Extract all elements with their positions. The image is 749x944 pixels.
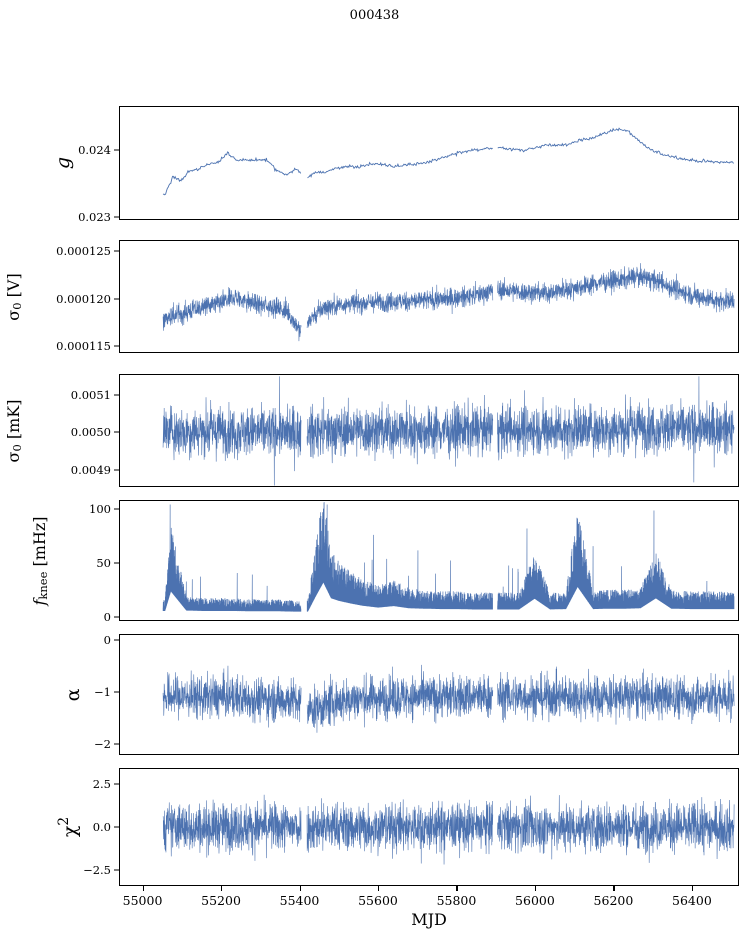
trace-sigma0-mk <box>162 376 735 486</box>
x-tick-label-7: 56400 <box>672 893 712 908</box>
y-tick-label-chi-squared-2: −2.5 <box>83 862 111 877</box>
figure-title: 000438 <box>349 8 400 23</box>
y-axis-label-gain: g <box>52 156 74 170</box>
y-tick-mark-alpha-1 <box>114 691 119 693</box>
y-tick-mark-gain-1 <box>114 149 119 151</box>
trace-f-knee <box>162 502 735 612</box>
y-axis-label-alpha: α <box>62 688 84 701</box>
panel-sigma0-mk <box>119 374 739 487</box>
y-tick-mark-sigma0-volts-2 <box>114 250 119 252</box>
y-tick-label-chi-squared-1: 0.0 <box>92 820 111 834</box>
y-tick-mark-chi-squared-0 <box>114 783 119 785</box>
y-tick-mark-sigma0-mk-0 <box>114 469 119 471</box>
x-tick-label-2: 55400 <box>279 893 320 908</box>
y-axis-label-sigma0-mk: σ0 [mK] <box>4 399 24 462</box>
y-tick-label-sigma0-mk-1: 0.0050 <box>70 425 111 440</box>
panel-alpha <box>119 634 739 755</box>
panel-f-knee <box>119 500 739 621</box>
x-tick-label-4: 55800 <box>436 893 477 908</box>
y-tick-label-sigma0-volts-2: 0.000125 <box>56 244 111 259</box>
x-tick-mark-6 <box>613 886 615 891</box>
y-tick-label-f-knee-1: 50 <box>96 555 111 570</box>
y-tick-label-sigma0-mk-0: 0.0049 <box>70 463 111 478</box>
x-axis-label: MJD <box>411 910 447 929</box>
y-tick-label-f-knee-0: 0 <box>103 609 111 624</box>
trace-chi-squared <box>162 794 735 865</box>
x-tick-mark-2 <box>299 886 301 891</box>
panel-gain <box>119 106 739 220</box>
y-tick-mark-alpha-2 <box>114 743 119 745</box>
y-tick-label-gain-1: 0.024 <box>78 142 111 157</box>
y-tick-mark-sigma0-mk-1 <box>114 431 119 433</box>
x-tick-mark-1 <box>221 886 223 891</box>
y-tick-mark-gain-0 <box>114 216 119 218</box>
y-tick-label-chi-squared-0: 2.5 <box>92 777 111 792</box>
y-tick-mark-sigma0-volts-1 <box>114 298 119 300</box>
panel-sigma0-volts <box>119 240 739 353</box>
y-tick-label-alpha-0: 0 <box>103 633 111 648</box>
y-tick-label-gain-0: 0.023 <box>78 209 111 224</box>
x-tick-label-3: 55600 <box>358 893 398 908</box>
trace-alpha <box>162 664 735 733</box>
y-tick-label-f-knee-2: 100 <box>89 501 111 516</box>
x-tick-mark-7 <box>691 886 693 891</box>
x-tick-mark-5 <box>534 886 537 891</box>
y-axis-label-sigma0-volts: σ0 [V] <box>4 272 24 321</box>
y-tick-label-sigma0-mk-2: 0.0051 <box>70 387 111 402</box>
x-tick-label-6: 56200 <box>593 893 634 908</box>
y-tick-mark-f-knee-1 <box>114 562 119 564</box>
y-tick-mark-f-knee-0 <box>114 616 119 618</box>
x-tick-label-0: 55000 <box>122 893 163 908</box>
y-tick-label-sigma0-volts-0: 0.000115 <box>56 339 111 354</box>
x-axis: 55000 55200 55400 55600 55800 56000 56200 56400 <box>119 886 739 938</box>
y-tick-label-alpha-1: −1 <box>94 684 111 699</box>
x-tick-mark-4 <box>456 886 458 891</box>
trace-sigma0-volts <box>162 263 735 342</box>
x-tick-label-5: 56000 <box>515 893 555 908</box>
y-tick-mark-alpha-0 <box>114 639 119 641</box>
y-tick-label-sigma0-volts-1: 0.000120 <box>56 291 111 306</box>
y-tick-mark-chi-squared-1 <box>114 826 119 828</box>
x-tick-mark-3 <box>377 886 380 891</box>
y-tick-mark-sigma0-mk-2 <box>114 394 119 396</box>
panel-chi-squared <box>119 768 739 886</box>
y-tick-mark-f-knee-2 <box>114 508 119 510</box>
y-tick-label-alpha-2: −2 <box>94 736 111 751</box>
trace-gain <box>162 127 734 196</box>
y-tick-mark-chi-squared-2 <box>114 869 119 871</box>
x-tick-label-1: 55200 <box>201 893 241 908</box>
y-axis-label-chi-squared: χ2 <box>56 816 82 838</box>
y-tick-mark-sigma0-volts-0 <box>114 345 119 347</box>
y-axis-label-f-knee: fknee [mHz] <box>30 515 50 606</box>
x-tick-mark-0 <box>142 886 144 891</box>
